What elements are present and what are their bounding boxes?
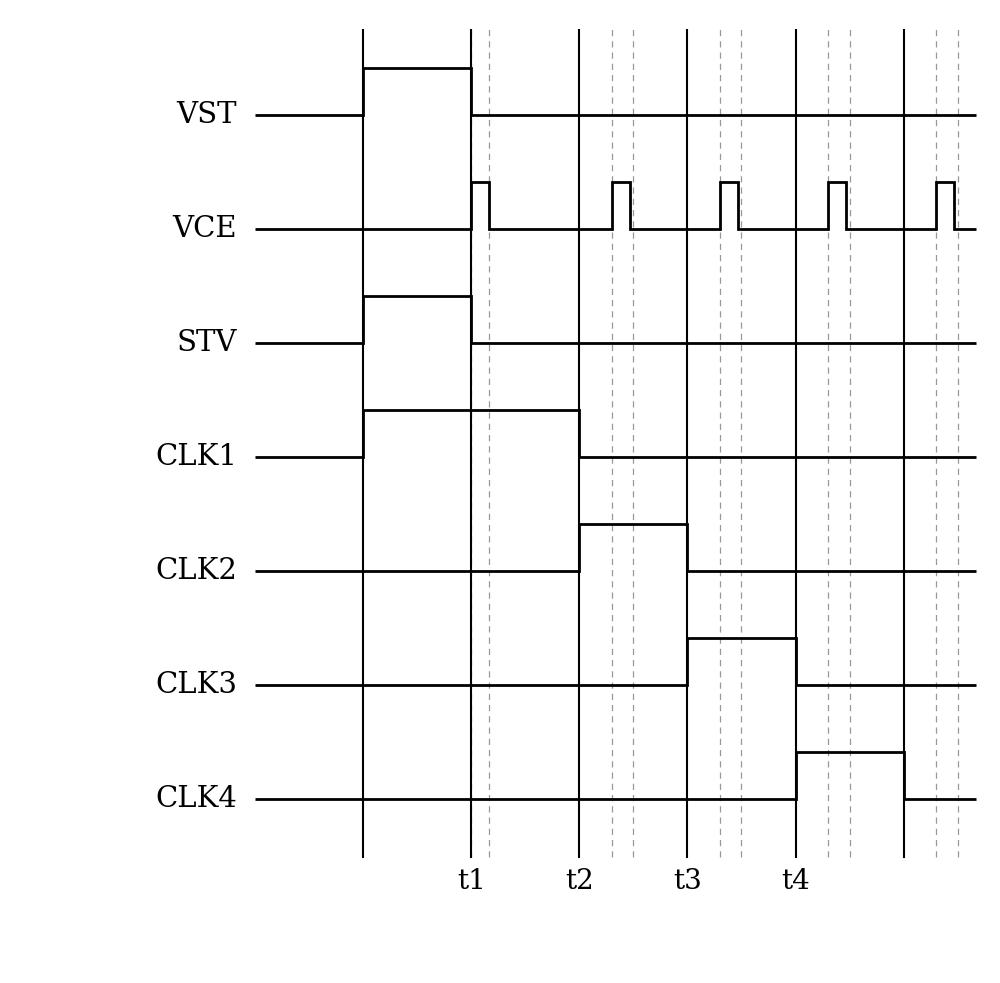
Text: CLK1: CLK1 — [155, 443, 237, 471]
Text: t1: t1 — [457, 868, 486, 895]
Text: VST: VST — [177, 101, 237, 129]
Text: t3: t3 — [673, 868, 702, 895]
Text: t4: t4 — [781, 868, 810, 895]
Text: STV: STV — [177, 329, 237, 357]
Text: CLK3: CLK3 — [155, 671, 237, 699]
Text: CLK2: CLK2 — [155, 557, 237, 585]
Text: t2: t2 — [565, 868, 594, 895]
Text: VCE: VCE — [173, 215, 237, 243]
Text: CLK4: CLK4 — [155, 785, 237, 814]
